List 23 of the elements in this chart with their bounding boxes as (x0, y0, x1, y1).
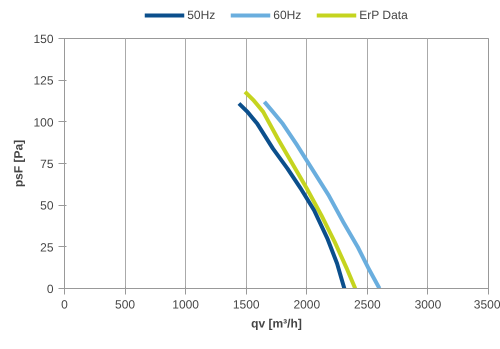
line-series (236, 102, 346, 288)
x-tick-label: 2500 (354, 298, 382, 312)
legend-label: 50Hz (187, 8, 216, 22)
y-tick-label: 125 (33, 74, 54, 88)
y-tick-label: 0 (46, 282, 54, 296)
line-series (243, 90, 358, 288)
x-tick-label: 500 (115, 298, 136, 312)
x-tick-label: 3000 (414, 298, 442, 312)
legend-label: 60Hz (273, 8, 302, 22)
x-tick-label: 0 (61, 298, 68, 312)
x-tick-label: 1000 (172, 298, 200, 312)
x-axis-title: qv [m³/h] (251, 316, 302, 330)
y-tick-label: 50 (40, 198, 54, 213)
x-tick-label: 1500 (232, 298, 260, 312)
line-series (262, 100, 382, 288)
x-tick-label: 3500 (474, 298, 500, 312)
x-tick-label: 2000 (293, 298, 320, 312)
y-tick-label: 100 (33, 115, 54, 130)
y-axis-title: psF [Pa] (11, 140, 26, 188)
y-tick-label: 75 (40, 157, 54, 171)
legend-label: ErP Data (359, 8, 408, 22)
y-tick-label: 25 (40, 240, 54, 254)
y-tick-label: 150 (33, 32, 54, 46)
